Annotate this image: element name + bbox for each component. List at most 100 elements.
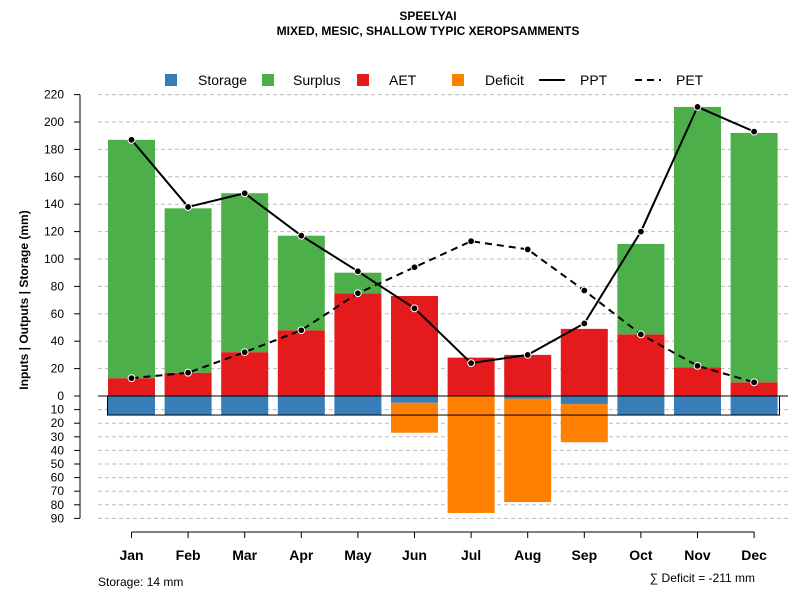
y-tick-label: 80 (51, 498, 65, 512)
x-tick-label-may: May (344, 547, 371, 563)
legend-swatch-storage (165, 74, 177, 86)
x-tick-label-dec: Dec (741, 547, 767, 563)
y-tick-label: 220 (44, 88, 64, 102)
y-tick-label: 140 (44, 197, 64, 211)
legend-label-storage: Storage (198, 72, 247, 88)
x-tick-label-oct: Oct (629, 547, 653, 563)
storage-bar-aug (504, 396, 552, 399)
deficit-bar-aug (504, 398, 552, 503)
y-tick-label: 70 (51, 484, 65, 498)
lines (127, 103, 758, 387)
x-tick-label-apr: Apr (289, 547, 314, 563)
aet-bar-jun (391, 295, 438, 396)
ppt-point-mar (240, 189, 249, 198)
legend-label-aet: AET (389, 72, 417, 88)
grid (98, 94, 788, 519)
y-tick-label: 160 (44, 170, 64, 184)
aet-bar-dec (730, 382, 778, 396)
legend-label-pet: PET (676, 72, 704, 88)
legend: Storage Surplus AET Deficit PPT PET (165, 72, 704, 88)
deficit-bar-jul (447, 396, 495, 513)
legend-swatch-aet (357, 74, 369, 86)
surplus-bar-dec (730, 132, 778, 383)
y-tick-label: 200 (44, 115, 64, 129)
pet-point-jun (410, 263, 419, 272)
deficit-bar-jun (391, 402, 438, 433)
storage-bar-nov (674, 396, 721, 416)
legend-swatch-deficit (452, 74, 464, 86)
aet-bar-may (334, 293, 382, 396)
pet-point-apr (297, 326, 306, 335)
pet-point-may (354, 289, 362, 298)
ppt-point-dec (750, 127, 758, 136)
chart-subtitle: MIXED, MESIC, SHALLOW TYPIC XEROPSAMMENT… (277, 24, 580, 38)
aet-bar-jan (108, 378, 155, 396)
y-tick-label: 120 (44, 225, 64, 239)
x-tick-label-jun: Jun (402, 547, 427, 563)
surplus-bar-apr (277, 235, 325, 331)
storage-bar-may (334, 396, 382, 416)
pet-line (131, 240, 755, 384)
ppt-point-apr (297, 231, 306, 240)
y-tick-label: 60 (51, 307, 65, 321)
ppt-point-jan (127, 135, 136, 144)
surplus-bar-oct (617, 243, 665, 335)
legend-label-surplus: Surplus (293, 72, 340, 88)
aet-bar-nov (674, 367, 721, 396)
y-tick-label: 10 (51, 403, 65, 417)
storage-bar-feb (164, 396, 212, 416)
pet-point-sep (580, 286, 589, 295)
pet-point-oct (637, 330, 645, 339)
storage-footnote: Storage: 14 mm (98, 575, 183, 589)
x-tick-label-nov: Nov (684, 547, 711, 563)
x-tick-label-aug: Aug (514, 547, 541, 563)
x-tick-label-mar: Mar (232, 547, 257, 563)
ppt-point-feb (184, 203, 193, 211)
storage-bar-sep (560, 396, 608, 405)
storage-bar-dec (730, 396, 778, 416)
y-tick-label: 100 (44, 252, 64, 266)
aet-bar-oct (617, 334, 665, 396)
surplus-bar-jan (108, 139, 155, 379)
ppt-point-nov (693, 103, 702, 111)
x-tick-label-jan: Jan (119, 547, 143, 563)
axes: 0204060801001201401601802002201020304050… (44, 88, 767, 563)
legend-label-ppt: PPT (580, 72, 608, 88)
legend-swatch-surplus (262, 74, 274, 86)
ppt-point-aug (523, 351, 532, 359)
aet-bar-feb (164, 372, 212, 396)
ppt-line (130, 105, 755, 365)
y-tick-label: 40 (51, 334, 65, 348)
x-tick-label-jul: Jul (461, 547, 481, 563)
aet-bar-apr (277, 330, 325, 396)
x-tick-label-sep: Sep (571, 547, 597, 563)
deficit-bar-sep (560, 404, 608, 443)
y-tick-label: 20 (51, 416, 65, 430)
pet-point-jan (127, 374, 136, 383)
x-tick-label-feb: Feb (176, 547, 201, 563)
aet-bar-aug (504, 354, 552, 396)
storage-bar-apr (277, 396, 325, 416)
storage-bar-jun (391, 396, 438, 403)
y-tick-label: 90 (51, 511, 65, 525)
ppt-point-sep (580, 319, 589, 328)
aet-bar-mar (221, 352, 269, 396)
pet-point-dec (750, 378, 758, 387)
ppt-point-oct (637, 227, 645, 236)
ppt-point-jul (467, 359, 476, 368)
ppt-point-may (354, 267, 362, 276)
storage-bar-mar (221, 396, 269, 416)
y-axis-label: Inputs | Outputs | Storage (mm) (17, 210, 31, 389)
pet-point-jul (467, 237, 476, 246)
y-tick-label: 0 (57, 389, 64, 403)
aet-bar-sep (560, 328, 608, 396)
surplus-bar-nov (674, 106, 721, 368)
ppt-point-jun (410, 304, 419, 313)
y-tick-label: 20 (51, 362, 65, 376)
y-tick-label: 40 (51, 443, 65, 457)
legend-label-deficit: Deficit (485, 72, 524, 88)
surplus-bar-mar (221, 193, 269, 353)
chart-title: SPEELYAI (399, 9, 456, 23)
pet-point-nov (693, 361, 702, 370)
